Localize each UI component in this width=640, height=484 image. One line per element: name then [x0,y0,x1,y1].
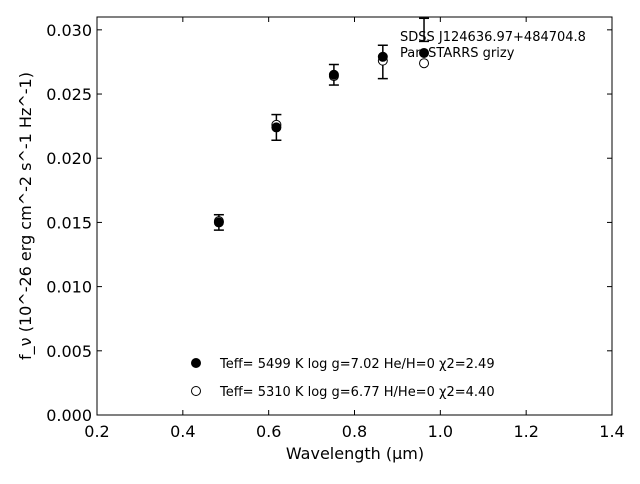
y-axis-ticks: 0.000 0.005 0.010 0.015 0.020 0.025 0.030 [46,21,612,425]
legend: Teff= 5499 K log g=7.02 He/H=0 χ2=2.49 T… [191,357,495,400]
legend-label-model-1: Teff= 5499 K log g=7.02 He/H=0 χ2=2.49 [219,357,495,372]
y-tick-label: 0.025 [46,85,92,104]
open-circle-point [419,58,430,69]
y-tick-label: 0.015 [46,213,92,232]
plot-frame [96,16,613,416]
x-tick-label: 0.6 [256,422,281,441]
y-axis-label: f_ν (10^-26 erg cm^-2 s^-1 Hz^-1) [16,72,36,360]
y-tick-label: 0.010 [46,278,92,297]
error-bars [213,17,430,231]
filled-circle-point [328,69,339,80]
x-axis-ticks: 0.2 0.4 0.6 0.8 1.0 1.2 1.4 [84,17,625,441]
data-markers [213,47,430,228]
x-tick-label: 0.2 [84,422,109,441]
x-tick-label: 0.4 [170,422,195,441]
legend-marker-open [191,386,201,396]
filled-circle-point [419,47,430,58]
y-tick-label: 0.030 [46,21,92,40]
legend-label-model-2: Teff= 5310 K log g=6.77 H/He=0 χ2=4.40 [219,385,495,400]
legend-marker-filled [191,358,201,368]
x-tick-label: 0.8 [342,422,367,441]
y-tick-label: 0.005 [46,342,92,361]
x-tick-label: 1.2 [513,422,538,441]
annotation-line-2: Pan-STARRS grizy [400,46,515,61]
y-tick-label: 0.000 [46,406,92,425]
x-tick-label: 1.0 [428,422,453,441]
filled-circle-point [271,122,282,133]
x-axis-label: Wavelength (μm) [286,444,424,463]
filled-circle-point [377,51,388,62]
annotation-line-1: SDSS J124636.97+484704.8 [400,30,586,45]
y-tick-label: 0.020 [46,149,92,168]
x-tick-label: 1.4 [599,422,624,441]
filled-circle-point [213,217,224,228]
